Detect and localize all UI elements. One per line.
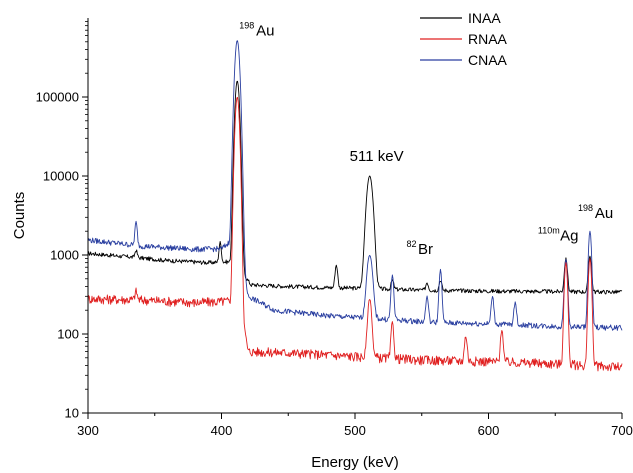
legend-label-cnaa: CNAA — [468, 52, 508, 68]
annotation-superscript: 198 — [578, 203, 593, 213]
annotation-label: Au — [595, 205, 613, 222]
ticks-layer: 300 400 500 600 700 10 100 1000 10000 100000 — [36, 21, 633, 438]
annotation-superscript: 198 — [239, 20, 254, 30]
x-tick-label: 400 — [211, 423, 233, 438]
legend: INAA RNAA CNAA — [420, 10, 508, 68]
annotation-label: 511 keV — [350, 148, 404, 165]
y-tick-label: 10000 — [43, 169, 79, 184]
annotation-label: Br — [418, 241, 433, 258]
series-layer — [87, 40, 623, 372]
y-axis-title: Counts — [11, 192, 28, 240]
x-tick-label: 600 — [478, 423, 500, 438]
legend-label-inaa: INAA — [468, 10, 501, 26]
annotation-superscript: 110m — [538, 226, 560, 236]
x-tick-label: 300 — [77, 423, 99, 438]
x-tick-label: 500 — [344, 423, 366, 438]
y-tick-label: 100 — [57, 327, 79, 342]
annotation-label: Au — [256, 22, 274, 39]
annotation-au-198-main: 198 Au — [239, 20, 274, 39]
y-tick-label: 100000 — [36, 90, 79, 105]
annotation-superscript: 82 — [406, 239, 416, 249]
y-tick-label: 10 — [65, 406, 79, 421]
annotation-ag-110m: 110m Ag — [538, 226, 579, 245]
annotation-511-kev: 511 keV — [350, 148, 404, 165]
annotation-label: Ag — [560, 228, 578, 245]
series-line-cnaa — [87, 40, 623, 331]
annotation-au-198-small: 198 Au — [578, 203, 613, 222]
series-line-inaa — [87, 80, 623, 295]
legend-label-rnaa: RNAA — [468, 31, 508, 47]
annotation-br-82: 82 Br — [406, 239, 433, 258]
x-tick-label: 700 — [611, 423, 633, 438]
x-axis-title: Energy (keV) — [311, 454, 399, 471]
y-tick-label: 1000 — [50, 248, 79, 263]
series-line-rnaa — [87, 96, 623, 372]
